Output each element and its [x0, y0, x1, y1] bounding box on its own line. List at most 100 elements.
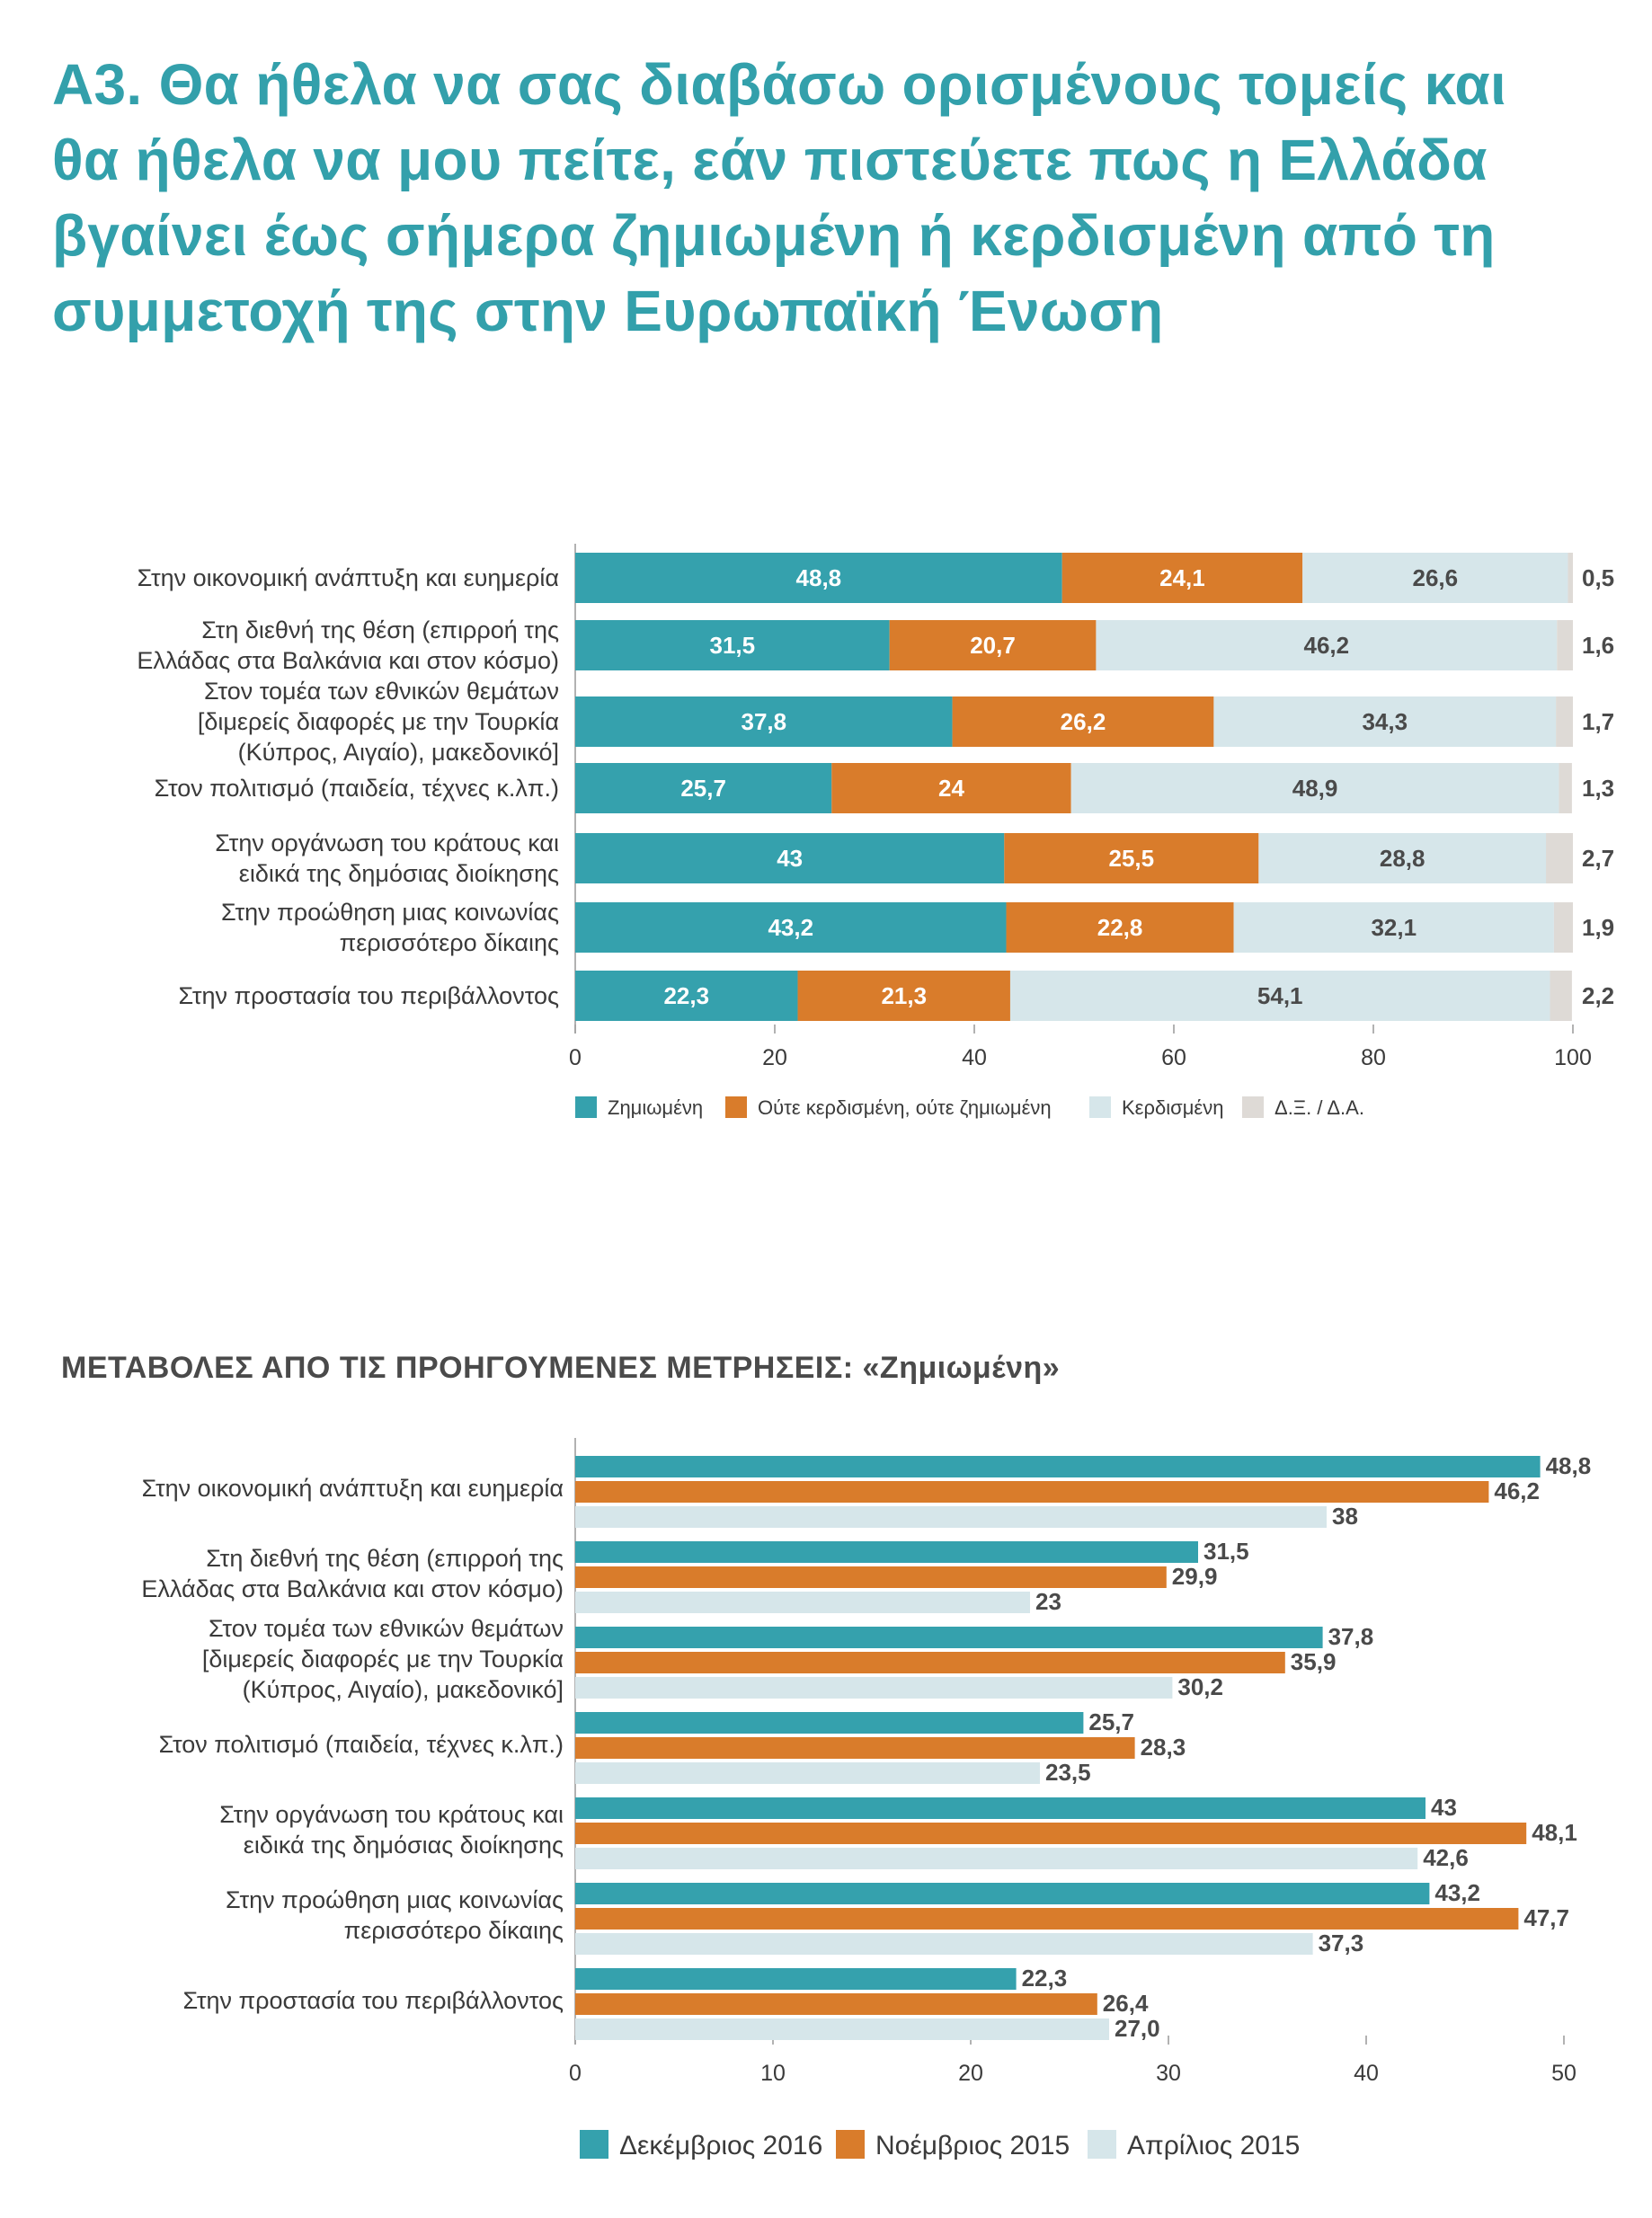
bar-segment: [575, 553, 1062, 603]
data-label: 24,1: [1159, 564, 1205, 591]
bar: [575, 1481, 1489, 1503]
data-label: 48,1: [1532, 1819, 1577, 1846]
bar-segment: [1553, 902, 1573, 953]
data-label: 43,2: [768, 914, 813, 941]
data-label: 37,3: [1319, 1930, 1364, 1956]
bar: [575, 2018, 1109, 2040]
data-label: 1,6: [1582, 632, 1614, 659]
bar-segment: [1096, 620, 1558, 670]
bar: [575, 1968, 1017, 1990]
x-tick-label: 50: [1551, 2061, 1577, 2086]
category-label: Στην οργάνωση του κράτους και ειδικά της …: [219, 1801, 564, 1859]
bar-segment: [889, 620, 1097, 670]
bar: [575, 1797, 1426, 1819]
legend-label: Κερδισμένη: [1122, 1096, 1223, 1119]
bar: [575, 1908, 1519, 1930]
category-label: Στη διεθνή της θέση (επιρροή της Ελλάδας …: [141, 1545, 564, 1602]
data-label: 23,5: [1045, 1759, 1091, 1786]
data-label: 38: [1332, 1503, 1358, 1530]
data-label: 2,2: [1582, 982, 1614, 1009]
bar-segment: [1568, 553, 1573, 603]
bar: [575, 1592, 1030, 1613]
x-tick-label: 100: [1554, 1045, 1592, 1070]
x-tick-label: 40: [962, 1045, 987, 1070]
data-label: 1,3: [1582, 775, 1614, 802]
bar: [575, 1456, 1541, 1477]
bar-segment: [1546, 833, 1573, 883]
bar-segment: [831, 763, 1071, 813]
bar-segment: [1070, 763, 1559, 813]
category-label: Στην οικονομική ανάπτυξη και ευημερία: [142, 1475, 564, 1502]
data-label: 24: [938, 775, 964, 802]
bar: [575, 1652, 1285, 1673]
legend-swatch: [725, 1096, 747, 1118]
bar-segment: [1233, 902, 1554, 953]
category-label: Στην προστασία του περιβάλλοντος: [178, 982, 559, 1009]
data-label: 20,7: [970, 632, 1016, 659]
data-label: 32,1: [1371, 914, 1417, 941]
legend-swatch: [1088, 2130, 1116, 2159]
bar-segment: [1061, 553, 1303, 603]
x-tick-label: 60: [1161, 1045, 1186, 1070]
bar-segment: [1557, 620, 1573, 670]
bar-segment: [952, 696, 1214, 747]
category-label: Στον τομέα των εθνικών θεμάτων [διμερείς …: [202, 1615, 564, 1703]
x-tick-label: 40: [1354, 2061, 1379, 2086]
data-label: 48,8: [1546, 1452, 1592, 1479]
data-label: 30,2: [1177, 1673, 1223, 1700]
legend-label: Ούτε κερδισμένη, ούτε ζημιωμένη: [758, 1096, 1052, 1119]
data-label: 27,0: [1115, 2015, 1160, 2042]
data-label: 25,7: [1088, 1708, 1134, 1735]
x-tick-label: 20: [958, 2061, 983, 2086]
data-label: 54,1: [1257, 982, 1303, 1009]
bar-segment: [575, 902, 1007, 953]
legend-swatch: [1242, 1096, 1264, 1118]
x-tick-label: 0: [569, 1045, 582, 1070]
data-label: 29,9: [1172, 1563, 1218, 1590]
data-label: 43: [1431, 1794, 1457, 1821]
data-label: 26,4: [1103, 1990, 1149, 2017]
bar-segment: [1009, 971, 1550, 1021]
legend-label: Απρίλιος 2015: [1127, 2131, 1300, 2160]
data-label: 2,7: [1582, 845, 1614, 872]
data-label: 48,9: [1292, 775, 1338, 802]
data-label: 43,2: [1434, 1879, 1480, 1906]
category-label: Στον πολιτισμό (παιδεία, τέχνες κ.λπ.): [159, 1731, 564, 1758]
bar-segment: [1004, 833, 1259, 883]
bar: [575, 1677, 1173, 1699]
data-label: 0,5: [1582, 564, 1614, 591]
bar-segment: [575, 971, 798, 1021]
category-label: Στη διεθνή της θέση (επιρροή της Ελλάδας …: [137, 617, 559, 674]
data-label: 26,2: [1061, 708, 1106, 735]
data-label: 31,5: [710, 632, 756, 659]
x-tick-label: 80: [1361, 1045, 1386, 1070]
bar-segment: [575, 620, 890, 670]
data-label: 22,8: [1097, 914, 1143, 941]
bar-segment: [575, 833, 1005, 883]
category-label: Στην οργάνωση του κράτους και ειδικά της …: [215, 830, 559, 887]
data-label: 42,6: [1423, 1844, 1469, 1871]
bar-segment: [1213, 696, 1557, 747]
data-label: 37,8: [741, 708, 786, 735]
category-label: Στον τομέα των εθνικών θεμάτων [διμερείς …: [198, 678, 559, 766]
x-tick-label: 20: [762, 1045, 787, 1070]
bar: [575, 1541, 1198, 1563]
category-label: Στον πολιτισμό (παιδεία, τέχνες κ.λπ.): [155, 775, 559, 802]
data-label: 22,3: [1022, 1965, 1068, 1992]
legend-swatch: [580, 2130, 608, 2159]
legend-label: Νοέμβριος 2015: [875, 2131, 1070, 2160]
bar: [575, 1823, 1527, 1844]
bar-segment: [1559, 763, 1572, 813]
legend-swatch: [575, 1096, 597, 1118]
data-label: 1,9: [1582, 914, 1614, 941]
data-label: 47,7: [1523, 1904, 1569, 1931]
bar-segment: [575, 696, 953, 747]
data-label: 25,5: [1109, 845, 1155, 872]
bar: [575, 1566, 1167, 1588]
data-label: 25,7: [680, 775, 726, 802]
bar-segment: [1556, 696, 1573, 747]
category-label: Στην προώθηση μιας κοινωνίας περισσότερο …: [226, 1886, 564, 1944]
bar: [575, 1848, 1418, 1869]
bar-segment: [575, 763, 832, 813]
